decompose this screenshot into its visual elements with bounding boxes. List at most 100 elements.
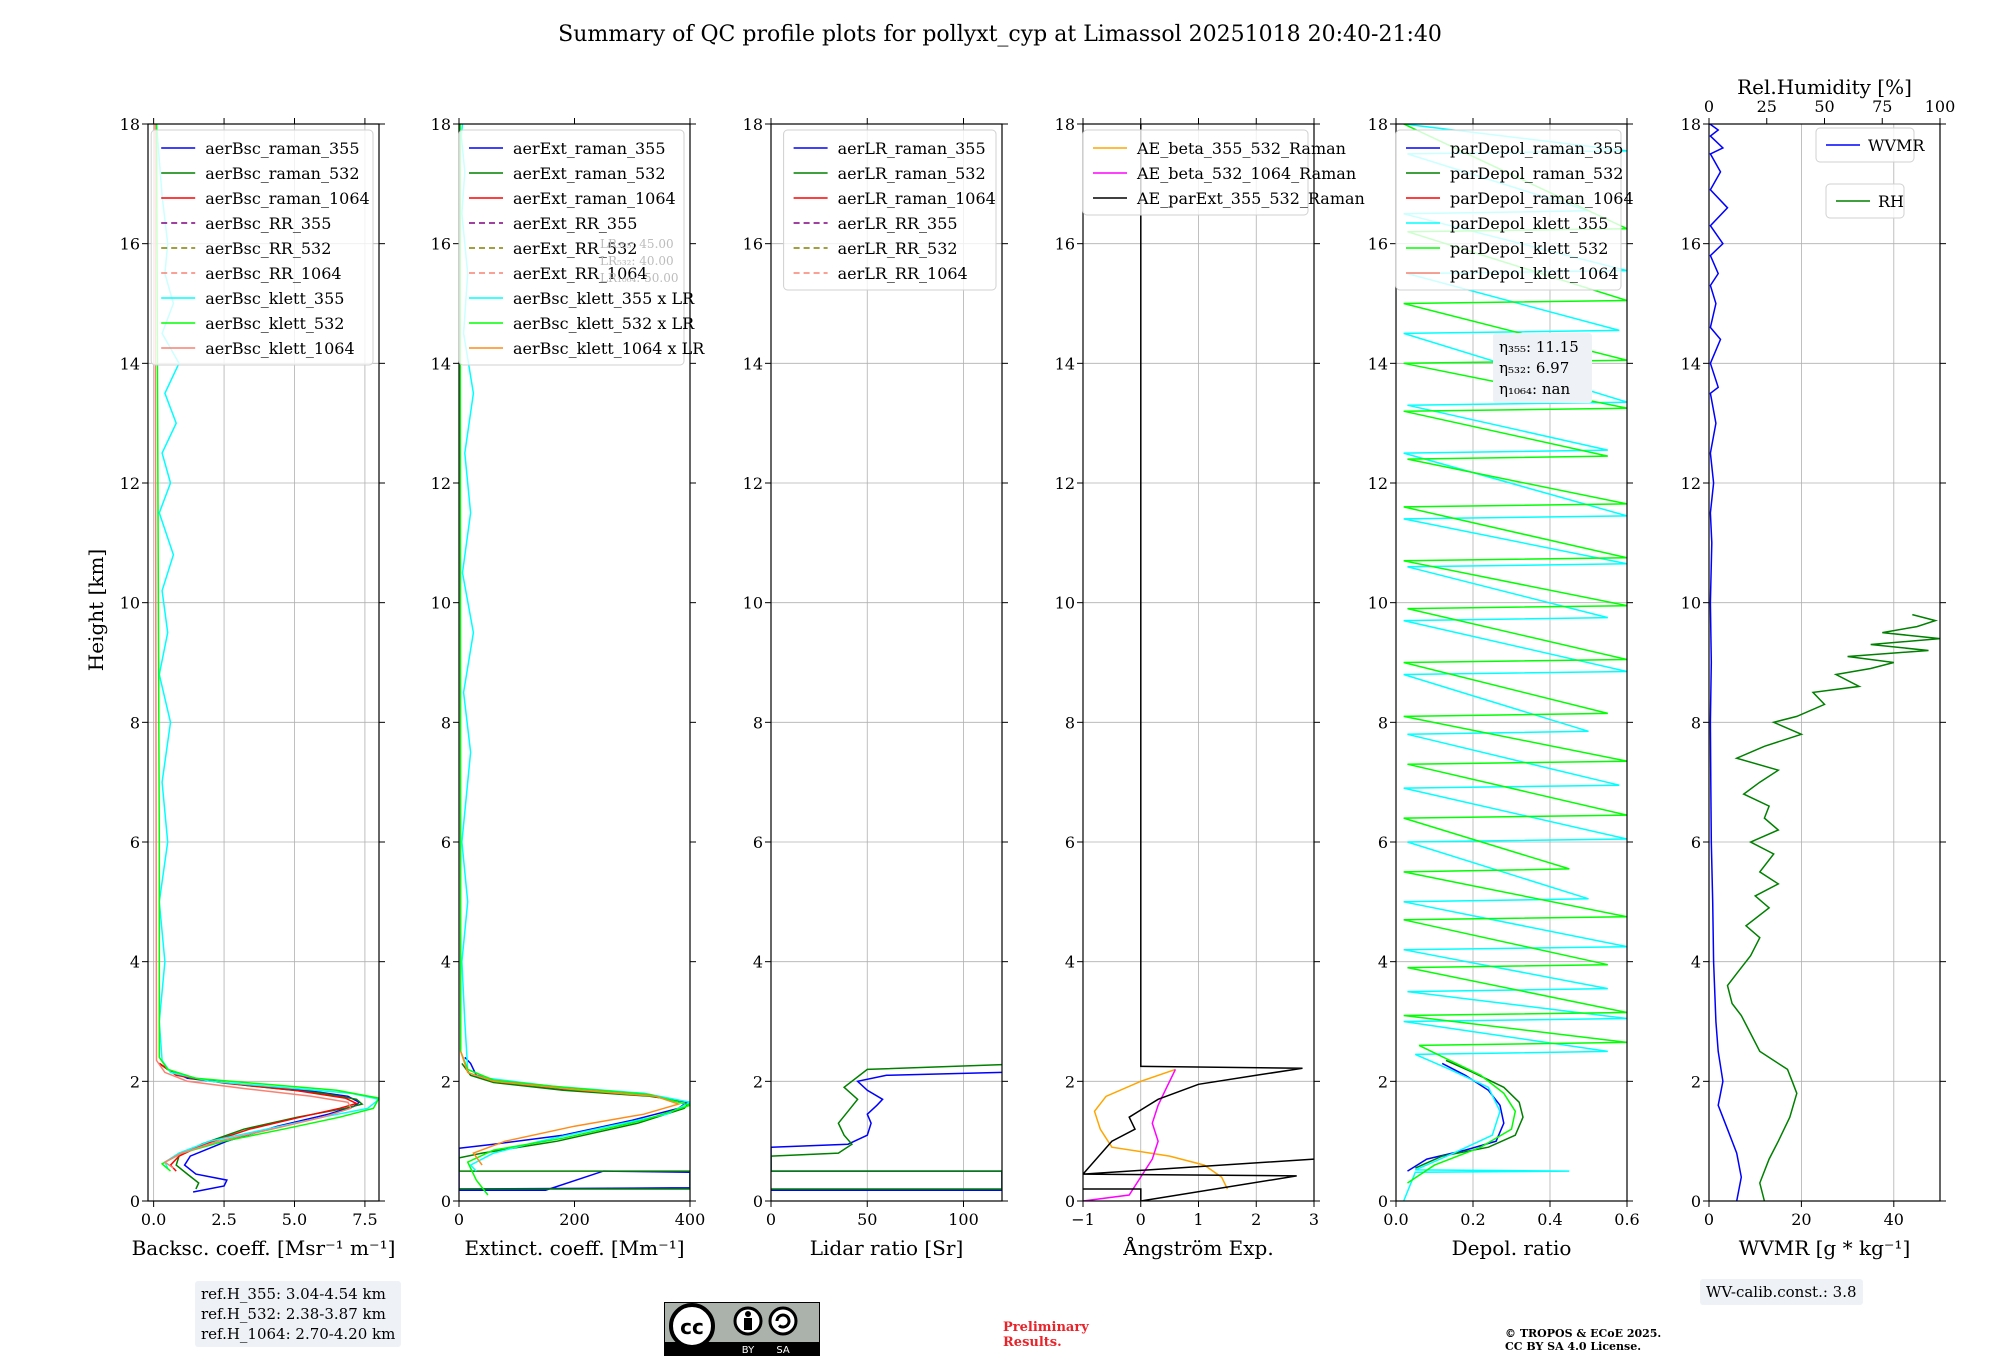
series-aerlr-raman-532 (771, 1063, 1002, 1190)
legend-frame (1082, 129, 1309, 216)
cc-license-badge: cc BY SA (664, 1302, 820, 1356)
series-aerext-raman-355 (459, 1056, 690, 1191)
y-tick-label: 2 (130, 1072, 140, 1091)
y-tick-label: 8 (753, 713, 763, 732)
y-tick-label: 2 (1065, 1072, 1075, 1091)
x-tick-label: 200 (559, 1210, 590, 1229)
y-tick-label: 2 (1378, 1072, 1388, 1091)
y-tick-label: 14 (1681, 354, 1701, 373)
y-tick-label: 10 (1681, 594, 1701, 613)
y-tick-label: 16 (743, 235, 763, 254)
y-tick-label: 8 (1378, 713, 1388, 732)
ref-height-1064: ref.H_1064: 2.70-4.20 km (201, 1325, 396, 1343)
x-tick-label: 0.0 (141, 1210, 166, 1229)
top-x-tick-label: 100 (1925, 97, 1956, 116)
x-tick-label: 0 (1136, 1210, 1146, 1229)
x-axis-label: Backsc. coeff. [Msr⁻¹ m⁻¹] (132, 1236, 396, 1260)
legend-label: parDepol_klett_532 (1450, 239, 1608, 258)
legend-label: aerLR_RR_1064 (838, 264, 968, 283)
legend-label: aerLR_raman_1064 (838, 189, 996, 208)
eta-box-bg (1493, 333, 1592, 403)
series-pardepol-klett-532 (1403, 124, 1627, 1184)
y-tick-label: 4 (1378, 953, 1388, 972)
x-axis-label: Lidar ratio [Sr] (810, 1236, 964, 1260)
axes-frame (1708, 123, 1941, 1202)
copyright-line-1: © TROPOS & ECoE 2025. (1505, 1327, 1662, 1340)
legend-label: aerExt_RR_355 (513, 214, 637, 233)
ref-height-532: ref.H_532: 2.38-3.87 km (201, 1305, 386, 1323)
y-tick-label: 14 (120, 354, 140, 373)
y-tick-label: 0 (1378, 1192, 1388, 1211)
reference-height-box: ref.H_355: 3.04-4.54 km ref.H_532: 2.38-… (195, 1281, 402, 1347)
y-tick-label: 12 (1681, 474, 1701, 493)
x-tick-label: 0.0 (1383, 1210, 1408, 1229)
x-tick-label: 0 (766, 1210, 776, 1229)
series-aerbsc-klett-1064 (154, 124, 352, 1169)
cc-logo-icon (669, 1303, 715, 1349)
panel-depol: 0 2 4 6 8 10 12 14 16 18 0.0 0.2 0.4 0.6 Depol. ratio p… (1368, 115, 1640, 1260)
legend-frame (458, 129, 685, 366)
x-tick-label: 3 (1309, 1210, 1319, 1229)
series-group (771, 1063, 1002, 1191)
x-axis-label: Ångström Exp. (1122, 1235, 1273, 1260)
legend-label: aerBsc_klett_532 x LR (513, 314, 695, 333)
legend-label: parDepol_raman_355 (1450, 139, 1623, 158)
cc-by-label: BY (742, 1345, 755, 1356)
legend-angstrom: AE_beta_355_532_Raman AE_beta_532_1064_Ra… (1082, 129, 1365, 216)
y-tick-label: 10 (743, 594, 763, 613)
y-tick-label: 2 (441, 1072, 451, 1091)
series-aerlr-raman-355 (771, 1071, 1002, 1191)
legend-label: aerBsc_raman_532 (205, 164, 359, 183)
eta-value: η₃₅₅: 11.15 (1499, 338, 1579, 356)
x-tick-label: 0 (1704, 1210, 1714, 1229)
legend-label: aerExt_raman_1064 (513, 189, 676, 208)
y-tick-label: 2 (1691, 1072, 1701, 1091)
wv-calib-box: WV-calib.const.: 3.8 (1700, 1279, 1863, 1305)
legend-frame (1815, 127, 1915, 163)
series-ae-beta-532-1064-raman (1083, 1069, 1177, 1201)
series-aerbsc-klett-1064-x-lr (459, 1051, 682, 1166)
series-ae-parext-355-532-raman (1083, 124, 1314, 1201)
legend-label: aerBsc_klett_1064 (205, 339, 354, 358)
series-wvmr (1709, 124, 1743, 1201)
y-tick-label: 0 (1691, 1192, 1701, 1211)
y-tick-label: 8 (130, 713, 140, 732)
y-tick-label: 12 (431, 474, 451, 493)
legend-label: aerBsc_raman_355 (205, 139, 359, 158)
y-tick-label: 18 (743, 115, 763, 134)
lidar-ratio-hint: LR₅₃₂: 40.00 (600, 254, 674, 268)
y-tick-label: 16 (120, 235, 140, 254)
legend-label: parDepol_klett_1064 (1450, 264, 1619, 283)
legend-frame (150, 129, 374, 366)
y-tick-label: 12 (120, 474, 140, 493)
legend-wvmr: WVMR (1815, 127, 1925, 163)
y-tick-label: 8 (1691, 713, 1701, 732)
y-tick-label: 16 (431, 235, 451, 254)
y-tick-label: 4 (441, 953, 451, 972)
x-axis-label: Extinct. coeff. [Mm⁻¹] (464, 1236, 684, 1260)
cc-sa-label: SA (776, 1345, 790, 1356)
y-tick-label: 8 (441, 713, 451, 732)
x-tick-label: 2 (1251, 1210, 1261, 1229)
legend-label: AE_parExt_355_532_Raman (1136, 189, 1365, 208)
legend-label: parDepol_raman_1064 (1450, 189, 1634, 208)
axes-frame (1395, 123, 1628, 1202)
y-tick-label: 18 (431, 115, 451, 134)
legend-label: aerExt_raman_355 (513, 139, 666, 158)
figure-title: Summary of QC profile plots for pollyxt_… (558, 22, 1442, 47)
share-alike-icon (768, 1306, 798, 1336)
x-axis-label: Depol. ratio (1452, 1236, 1572, 1260)
x-tick-label: 0.2 (1460, 1210, 1485, 1229)
copyright-note: © TROPOS & ECoE 2025. CC BY SA 4.0 Licen… (1505, 1327, 1661, 1353)
preliminary-line-2: Results. (1003, 1335, 1062, 1350)
y-tick-label: 4 (1065, 953, 1075, 972)
legend-label: aerBsc_RR_355 (205, 214, 331, 233)
y-tick-label: 14 (431, 354, 451, 373)
series-group (1709, 124, 1940, 1201)
legend-label: aerBsc_raman_1064 (205, 189, 370, 208)
y-tick-label: 0 (130, 1192, 140, 1211)
top-x-tick-label: 25 (1757, 97, 1777, 116)
